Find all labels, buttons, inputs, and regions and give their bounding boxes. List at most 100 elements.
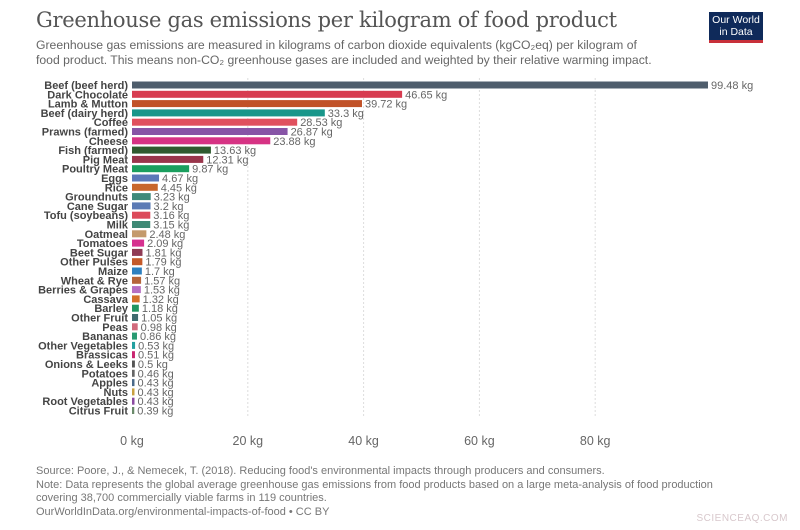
source-text: Source: Poore, J., & Nemecek, T. (2018).… [36,465,605,477]
bar [132,397,135,405]
bar [132,304,139,312]
bar [132,267,142,275]
bar [132,239,145,247]
value-label: 0.43 kg [137,378,173,390]
bar [132,360,135,368]
bar [132,323,138,331]
category-label: Poultry Meat [62,164,128,176]
bar [132,276,142,284]
bar [132,118,298,126]
category-label: Beef (beef herd) [44,80,128,92]
value-label: 99.48 kg [711,80,753,92]
category-label: Beef (dairy herd) [41,108,129,120]
value-label: 0.98 kg [141,322,177,334]
category-label: Lamb & Mutton [48,99,128,111]
value-label: 0.46 kg [138,368,174,380]
chart-subtitle: Greenhouse gas emissions are measured in… [36,38,676,68]
bar [132,388,135,396]
bar [132,341,136,349]
chart-title: Greenhouse gas emissions per kilogram of… [36,8,617,32]
bar [132,146,211,154]
x-tick-label: 40 kg [348,434,379,448]
watermark: SCIENCEAQ.COM [696,513,788,524]
value-label: 1.05 kg [141,313,177,325]
owid-logo[interactable]: Our World in Data [709,12,763,43]
category-label: Other Pulses [60,257,128,269]
value-label: 3.23 kg [154,192,190,204]
bar [132,174,160,182]
value-label: 1.81 kg [145,247,181,259]
category-label: Citrus Fruit [69,406,129,418]
bar [132,351,135,359]
value-label: 0.39 kg [137,406,173,418]
logo-text: in Data [719,26,753,38]
value-label: 33.3 kg [328,108,364,120]
category-label: Fish (farmed) [58,145,128,157]
value-label: 13.63 kg [214,145,256,157]
value-label: 0.51 kg [138,350,174,362]
value-label: 4.67 kg [162,173,198,185]
value-label: 46.65 kg [405,89,447,101]
category-label: Cassava [83,294,129,306]
note-text: covering 38,700 commercially viable farm… [36,492,327,504]
value-label: 39.72 kg [365,99,407,111]
subtitle-line: food product. This means non-CO₂ greenho… [36,53,652,67]
category-label: Rice [105,182,128,194]
bar [132,90,403,98]
bar [132,202,151,210]
bar [132,211,151,219]
bar [132,137,271,145]
category-label: Maize [98,266,128,278]
logo-text: Our World [712,14,760,26]
x-tick-label: 60 kg [464,434,495,448]
value-label: 3.15 kg [153,220,189,232]
category-label: Eggs [101,173,128,185]
value-label: 3.16 kg [153,210,189,222]
value-label: 9.87 kg [192,164,228,176]
subtitle-line: Greenhouse gas emissions are measured in… [36,38,637,52]
category-label: Tofu (soybeans) [44,210,128,222]
value-label: 4.45 kg [161,182,197,194]
bar [132,221,151,228]
bar [132,379,135,387]
category-label: Groundnuts [65,192,128,204]
value-label: 2.09 kg [147,238,183,250]
bar [132,407,135,414]
category-label: Pig Meat [83,154,129,166]
category-label: Bananas [82,331,128,343]
bar [132,155,204,163]
source-url-link[interactable]: OurWorldInData.org/environmental-impacts… [36,505,330,518]
value-label: 0.5 kg [138,359,168,371]
footer: Source: Poore, J., & Nemecek, T. (2018).… [36,465,776,519]
category-label: Nuts [104,387,128,399]
category-label: Other Vegetables [38,340,128,352]
value-label: 0.86 kg [140,331,176,343]
bar [132,286,141,294]
category-label: Peas [102,322,128,334]
category-label: Wheat & Rye [61,275,128,287]
value-label: 0.43 kg [137,387,173,399]
value-label: 1.53 kg [144,285,180,297]
value-label: 0.53 kg [138,340,174,352]
bar [132,128,288,135]
bar-chart: 0 kg 20 kg 40 kg 60 kg 80 kg Beef (beef herd)… [38,78,753,448]
category-label: Prawns (farmed) [42,127,129,139]
category-label: Onions & Leeks [45,359,128,371]
value-label: 0.43 kg [137,396,173,408]
x-tick-label: 80 kg [580,434,611,448]
value-label: 1.32 kg [143,294,179,306]
bar [132,100,362,108]
bar [132,248,143,256]
bar [132,332,137,340]
bar [132,183,158,191]
value-label: 1.79 kg [145,257,181,269]
bar [132,295,140,303]
category-label: Cheese [89,136,128,148]
value-label: 3.2 kg [154,201,184,213]
category-label: Root Vegetables [42,396,128,408]
bar [132,81,708,89]
category-label: Cane Sugar [67,201,129,213]
value-label: 2.48 kg [149,229,185,241]
value-label: 1.57 kg [144,275,180,287]
category-label: Potatoes [82,368,128,380]
